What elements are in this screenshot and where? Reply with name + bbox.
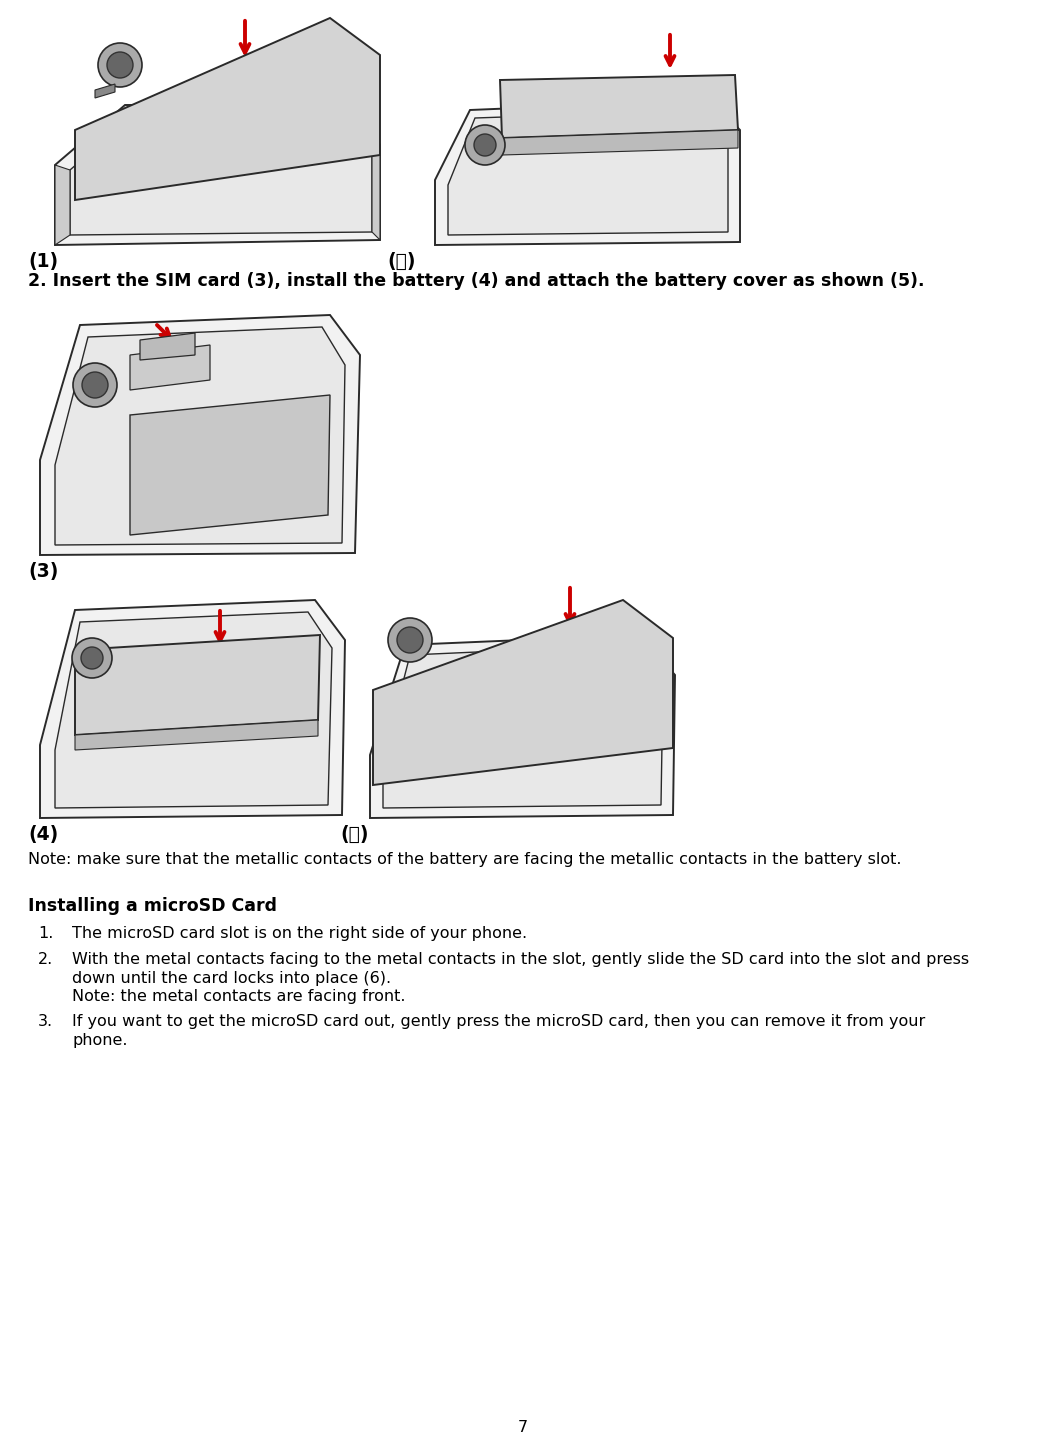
Polygon shape bbox=[75, 720, 318, 750]
Text: Installing a microSD Card: Installing a microSD Card bbox=[28, 897, 277, 916]
Text: With the metal contacts facing to the metal contacts in the slot, gently slide t: With the metal contacts facing to the me… bbox=[72, 952, 970, 966]
Circle shape bbox=[388, 618, 432, 662]
Text: (２): (２) bbox=[387, 252, 415, 271]
Polygon shape bbox=[130, 395, 329, 535]
Text: The microSD card slot is on the right side of your phone.: The microSD card slot is on the right si… bbox=[72, 926, 527, 942]
Text: 2.: 2. bbox=[38, 952, 53, 966]
Polygon shape bbox=[370, 636, 675, 818]
Polygon shape bbox=[75, 17, 380, 200]
Polygon shape bbox=[130, 345, 210, 390]
Text: Note: the metal contacts are facing front.: Note: the metal contacts are facing fron… bbox=[72, 990, 406, 1004]
Polygon shape bbox=[372, 145, 380, 239]
Text: 2. Insert the SIM card (3), install the battery (4) and attach the battery cover: 2. Insert the SIM card (3), install the … bbox=[28, 271, 925, 290]
Circle shape bbox=[474, 133, 496, 157]
Circle shape bbox=[82, 371, 108, 398]
Text: 1.: 1. bbox=[38, 926, 53, 942]
Polygon shape bbox=[435, 100, 740, 245]
Text: (５): (５) bbox=[340, 826, 368, 844]
Text: phone.: phone. bbox=[72, 1033, 128, 1048]
Polygon shape bbox=[383, 646, 663, 808]
Circle shape bbox=[397, 627, 423, 653]
Circle shape bbox=[72, 638, 112, 678]
Polygon shape bbox=[70, 118, 372, 235]
Circle shape bbox=[107, 52, 133, 78]
Polygon shape bbox=[500, 75, 738, 138]
Text: (4): (4) bbox=[28, 826, 59, 844]
Polygon shape bbox=[40, 315, 360, 554]
Text: If you want to get the microSD card out, gently press the microSD card, then you: If you want to get the microSD card out,… bbox=[72, 1014, 926, 1029]
Polygon shape bbox=[75, 636, 320, 736]
Polygon shape bbox=[55, 326, 345, 546]
Circle shape bbox=[73, 363, 117, 406]
Text: 7: 7 bbox=[518, 1421, 528, 1435]
Polygon shape bbox=[140, 332, 195, 360]
Circle shape bbox=[81, 647, 103, 669]
Polygon shape bbox=[55, 165, 70, 245]
Circle shape bbox=[465, 125, 505, 165]
Polygon shape bbox=[448, 110, 728, 235]
Polygon shape bbox=[55, 612, 332, 808]
Text: Note: make sure that the metallic contacts of the battery are facing the metalli: Note: make sure that the metallic contac… bbox=[28, 852, 902, 868]
Polygon shape bbox=[40, 601, 345, 818]
Polygon shape bbox=[55, 104, 380, 245]
Circle shape bbox=[98, 44, 142, 87]
Polygon shape bbox=[95, 84, 115, 99]
Text: (1): (1) bbox=[28, 252, 59, 271]
Polygon shape bbox=[502, 131, 738, 155]
Polygon shape bbox=[373, 601, 673, 785]
Text: (3): (3) bbox=[28, 562, 59, 580]
Text: 3.: 3. bbox=[38, 1014, 53, 1029]
Text: down until the card locks into place (6).: down until the card locks into place (6)… bbox=[72, 971, 391, 987]
